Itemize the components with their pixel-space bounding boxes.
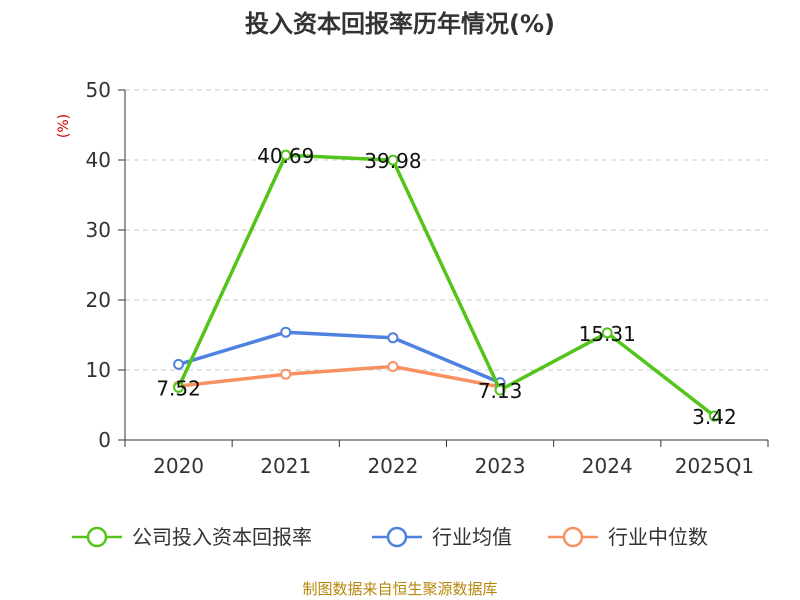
x-tick-label: 2021 <box>260 454 311 478</box>
legend-label-0: 公司投入资本回报率 <box>132 525 312 549</box>
data-label: 15.31 <box>579 322 636 346</box>
data-labels: 7.52 40.69 39.98 7.13 15.31 3.42 <box>156 144 736 429</box>
legend-marker-0 <box>86 526 108 548</box>
x-tick-label: 2023 <box>475 454 526 478</box>
x-tick-label: 2025Q1 <box>675 454 754 478</box>
series-line-2 <box>178 364 501 389</box>
y-tick-label: 50 <box>86 78 111 102</box>
data-point-1 <box>173 358 185 370</box>
legend: 公司投入资本回报率 行业均值 行业中位数 <box>72 525 708 549</box>
data-point-0 <box>387 154 399 166</box>
x-tick-label: 2024 <box>582 454 633 478</box>
data-point-1 <box>280 326 292 338</box>
x-tick-label: 2022 <box>367 454 418 478</box>
y-tick-label: 10 <box>86 358 111 382</box>
data-point-1 <box>387 332 399 344</box>
legend-marker-1 <box>386 526 408 548</box>
data-point-0 <box>280 149 292 161</box>
axes: 0 10 20 30 40 50 2020 2021 2022 2023 2024 2025Q1 <box>86 78 769 478</box>
y-tick-label: 0 <box>98 428 111 452</box>
y-tick-label: 20 <box>86 288 111 312</box>
data-label: 3.42 <box>692 405 737 429</box>
data-point-2 <box>280 368 292 380</box>
y-unit-label: (%) <box>56 114 72 138</box>
y-tick-label: 40 <box>86 148 111 172</box>
data-label: 7.52 <box>156 376 201 400</box>
data-point-0 <box>601 327 613 339</box>
series-layer <box>173 149 720 422</box>
series-line-1 <box>178 330 501 385</box>
data-label: 7.13 <box>478 379 523 403</box>
source-note: 制图数据来自恒生聚源数据库 <box>302 580 497 598</box>
data-point-0 <box>494 384 506 396</box>
data-label: 39.98 <box>364 149 421 173</box>
series-line-0 <box>176 153 716 418</box>
x-tick-label: 2020 <box>153 454 204 478</box>
legend-label-1: 行业均值 <box>432 525 512 549</box>
data-label: 40.69 <box>257 144 314 168</box>
data-point-2 <box>387 361 399 372</box>
gridlines <box>125 89 768 371</box>
legend-marker-2 <box>562 526 584 548</box>
data-point-0 <box>708 410 720 422</box>
data-point-0 <box>173 381 185 393</box>
y-tick-label: 30 <box>86 218 111 242</box>
chart-title: 投入资本回报率历年情况(%) <box>245 10 555 38</box>
legend-label-2: 行业中位数 <box>608 525 708 549</box>
